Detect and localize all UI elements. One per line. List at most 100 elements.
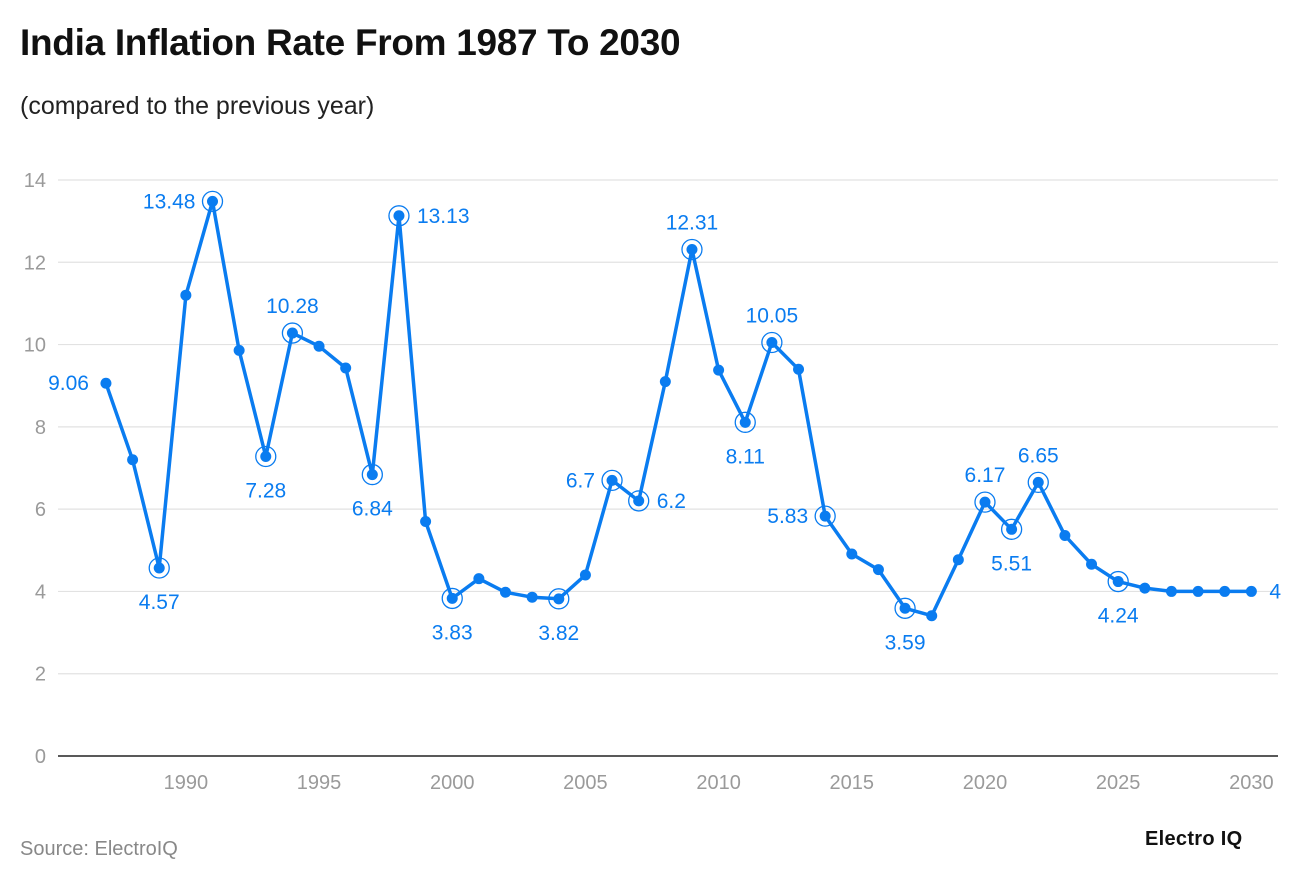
highlight-ring [201,190,224,213]
highlight-ring [441,587,463,610]
data-point [153,562,165,574]
data-label: 3.59 [885,631,926,654]
data-point [393,210,405,222]
source-note: Source: ElectroIQ [20,838,178,860]
data-point [420,515,432,527]
data-label: 7.28 [245,479,286,502]
data-point [446,592,458,604]
data-point [553,593,565,605]
data-label: 6.17 [965,464,1006,487]
brand-logo: Electro IQ [1145,828,1243,850]
data-point [1086,558,1098,570]
x-tick-label: 1990 [164,772,209,794]
data-point [313,340,325,352]
data-label: 10.28 [266,295,319,318]
data-point [1112,576,1124,588]
y-tick-label: 12 [24,252,46,274]
data-point [819,510,831,522]
highlight-ring [1027,471,1049,494]
grid-layer [58,179,1278,675]
data-point [1006,523,1018,535]
data-label: 5.51 [991,552,1032,575]
data-point [366,469,378,481]
y-tick-label: 2 [35,664,46,686]
data-point [1219,585,1231,597]
highlight-ring [974,491,996,513]
data-label: 5.83 [767,505,808,528]
x-tick-label: 2020 [963,772,1008,794]
highlight-ring [1000,518,1023,540]
data-point [846,548,858,560]
data-point [206,195,218,207]
y-tick-label: 8 [35,417,46,439]
highlight-ring [628,490,650,512]
data-point [899,602,911,614]
highlight-ring [761,331,783,354]
y-tick-label: 14 [24,170,46,192]
y-tick-label: 6 [35,499,46,521]
highlight-ring [361,463,383,486]
x-tick-label: 2030 [1229,772,1274,794]
data-point [926,610,938,622]
data-point [713,364,725,376]
highlight-ring [1107,570,1129,593]
x-tick-label: 2015 [830,772,875,794]
data-point [739,416,751,428]
data-point [100,377,112,389]
data-label: 10.05 [746,305,799,328]
data-point [766,337,778,349]
y-tick-label: 4 [35,581,46,603]
data-point [500,586,512,598]
data-label: 3.82 [538,622,579,645]
data-point [180,289,192,301]
data-point [127,454,139,466]
x-tick-label: 2010 [696,772,741,794]
data-point [979,496,991,508]
data-point [1245,585,1257,597]
data-label: 8.11 [726,445,765,468]
data-point [286,327,298,339]
highlight-ring [388,205,410,227]
data-point [1059,529,1071,541]
highlight-ring [255,445,277,468]
highlight-ring [548,588,570,610]
highlight-ring [281,322,304,344]
data-point [473,573,485,585]
data-label: 9.06 [48,372,89,395]
data-point [579,569,591,581]
data-label: 6.84 [352,498,393,521]
data-label: 6.2 [657,490,686,513]
x-tick-label: 2005 [563,772,608,794]
x-tick-label: 1995 [297,772,342,794]
data-label: 6.65 [1018,444,1059,467]
series-line [104,199,1254,618]
data-label: 13.48 [143,190,196,213]
x-tick-label: 2000 [430,772,475,794]
data-point [340,362,352,374]
data-label: 4.57 [139,591,180,614]
data-label: 13.13 [417,205,470,228]
data-label: 4.24 [1098,605,1139,628]
data-point [952,554,964,566]
data-point [233,344,245,356]
highlight-ring [681,238,703,261]
data-point [659,376,671,388]
data-point [686,244,698,256]
highlight-ring [601,469,623,491]
data-point [260,450,272,462]
data-labels-layer: 9.06 4.57 13.48 7.28 10.28 6.84 13.13 3.83 3.82 6… [48,190,1281,654]
highlight-ring [814,505,836,527]
data-point [1165,585,1177,597]
data-point [606,474,618,486]
y-tick-label: 0 [35,746,46,768]
series-layer [104,199,1254,618]
data-label: 4 [1269,580,1281,603]
highlight-ring [894,597,916,619]
data-point [793,363,805,375]
data-point [1139,582,1151,594]
x-tick-label: 2025 [1096,772,1141,794]
chart-subtitle: (compared to the previous year) [20,92,375,120]
data-label: 3.83 [432,621,473,644]
points-layer [100,190,1257,622]
data-point [872,564,884,576]
